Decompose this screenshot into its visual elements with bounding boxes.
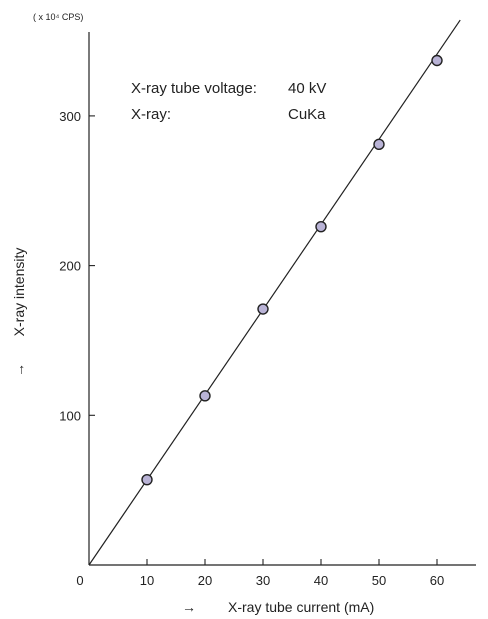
data-point [315,220,327,233]
annotation-voltage-label: X-ray tube voltage: [131,80,257,97]
annotation-box: X-ray tube voltage: 40 kV X-ray: CuKa [131,80,326,123]
annotation-voltage-value: 40 kV [288,80,326,97]
y-ticks: 100 200 300 [59,109,95,423]
origin-label: 0 [76,573,83,588]
y-axis-label: X-ray intensity [11,248,27,337]
x-tick-label: 40 [314,573,328,588]
x-tick-label: 60 [430,573,444,588]
x-axis-arrow: → [182,599,196,615]
x-tick-label: 50 [372,573,386,588]
x-tick-label: 10 [140,573,154,588]
x-tick-label: 20 [198,573,212,588]
annotation-xray-value: CuKa [288,106,326,123]
x-tick-label: 30 [256,573,270,588]
y-tick-label: 200 [59,259,81,274]
data-points [141,54,443,486]
x-axis-label: X-ray tube current (mA) [228,599,374,615]
y-unit-label: ( x 10⁴ CPS) [33,12,83,22]
x-ticks: 10 20 30 40 50 60 [140,559,444,588]
fit-line [88,19,461,566]
data-point [199,390,211,402]
data-point [257,303,269,315]
data-point [373,138,385,151]
data-point [431,54,443,67]
y-axis-arrow: → [11,363,27,377]
y-tick-label: 300 [59,109,81,124]
annotation-xray-label: X-ray: [131,106,171,123]
data-point [141,473,153,486]
y-tick-label: 100 [59,408,81,423]
